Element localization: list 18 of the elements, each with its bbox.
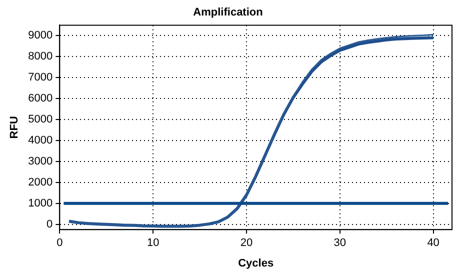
y-tick-label: 4000: [28, 134, 53, 147]
y-axis-title: RFU: [8, 116, 21, 139]
x-tick-label: 40: [427, 237, 440, 250]
y-tick-label: 9000: [28, 30, 53, 42]
x-axis-title: Cycles: [238, 257, 274, 270]
x-tick-label: 0: [56, 237, 63, 250]
y-tick-label: 2000: [28, 176, 53, 188]
y-tick-label: 0: [46, 218, 53, 230]
y-tick-label: 1000: [28, 197, 53, 210]
y-tick-label: 7000: [28, 72, 53, 84]
x-tick-label: 10: [146, 237, 160, 250]
y-tick-label: 5000: [28, 114, 53, 126]
y-tick-label: 3000: [28, 156, 53, 168]
chart-title: Amplification: [193, 6, 264, 19]
x-tick-label: 20: [240, 237, 253, 250]
y-tick-label: 8000: [28, 50, 53, 63]
x-tick-label: 30: [334, 237, 346, 250]
y-tick-label: 6000: [28, 92, 53, 105]
